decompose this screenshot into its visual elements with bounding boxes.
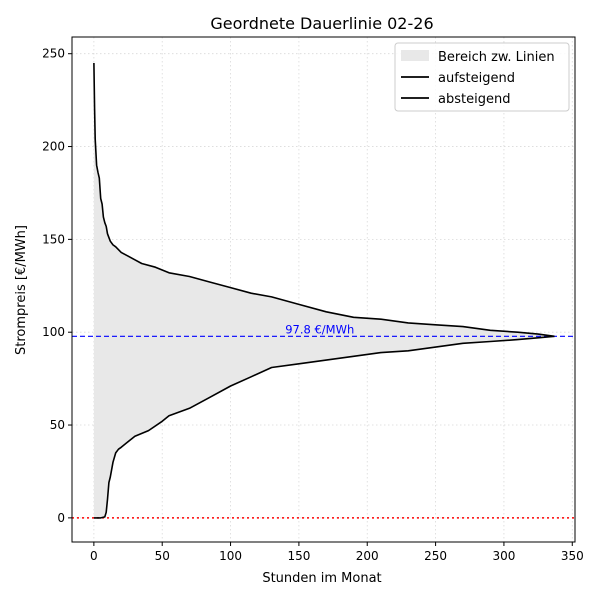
y-tick-label: 100 [42,325,65,339]
legend-ascending-label: aufsteigend [438,71,515,86]
legend: Bereich zw. Linien aufsteigend absteigen… [394,42,570,112]
series-line-absteigend [93,62,555,338]
legend-fill-swatch [401,50,429,61]
x-tick-label: 250 [424,549,447,563]
x-tick-label: 200 [356,549,379,563]
mean-line-label: 97.8 €/MWh [285,322,354,336]
x-tick-label: 50 [155,549,170,563]
legend-box [394,42,570,112]
plot-frame [71,36,576,543]
legend-descending-label: absteigend [438,92,510,107]
y-tick-label: 250 [42,47,65,61]
legend-fill-label: Bereich zw. Linien [438,50,555,65]
area-between-lines [93,63,555,518]
x-tick-label: 350 [561,549,584,563]
y-tick-label: 50 [50,418,65,432]
chart-title: Geordnete Dauerlinie 02-26 [210,14,433,33]
y-axis-label: Strompreis [€/MWh] [14,225,29,355]
y-tick-label: 0 [57,511,65,525]
x-tick-label: 0 [90,549,98,563]
x-tick-label: 100 [219,549,242,563]
x-tick-label: 300 [492,549,515,563]
series-line-aufsteigend [93,335,555,519]
x-axis-label: Stunden im Monat [262,571,381,586]
y-tick-label: 150 [42,232,65,246]
y-tick-label: 200 [42,140,65,154]
x-tick-label: 150 [287,549,310,563]
